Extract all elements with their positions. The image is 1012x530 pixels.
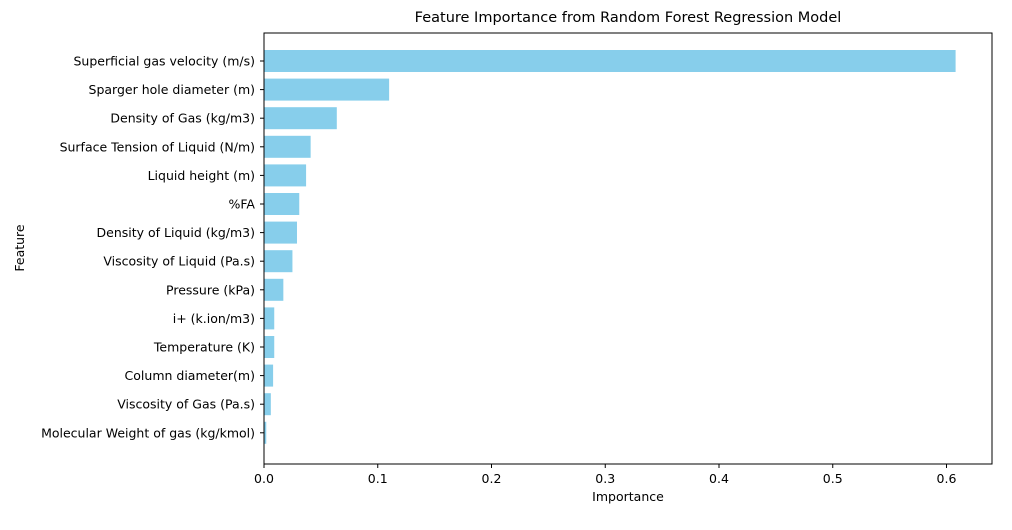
bar [264, 135, 311, 158]
bar [264, 164, 307, 187]
plot-frame [263, 32, 993, 465]
x-tick-label: 0.0 [254, 471, 274, 486]
y-tick-marks [260, 60, 264, 434]
x-tick-labels: 0.0 0.1 0.2 0.3 0.4 0.5 0.6 [254, 471, 956, 486]
chart-title: Feature Importance from Random Forest Re… [415, 10, 842, 26]
x-tick-label: 0.2 [482, 471, 502, 486]
bar [264, 221, 297, 244]
bar [264, 336, 275, 358]
y-tick-label: Column diameter(m) [125, 368, 255, 383]
bar [264, 193, 300, 215]
y-tick-label: Pressure (kPa) [166, 282, 255, 297]
x-axis-title: Importance [592, 489, 664, 504]
bar [264, 278, 284, 301]
y-tick-label: Density of Gas (kg/m3) [110, 111, 255, 126]
x-tick-label: 0.6 [937, 471, 957, 486]
y-tick-label: i+ (k.ion/m3) [173, 311, 255, 326]
y-axis-title: Feature [12, 224, 27, 272]
y-tick-labels: Superficial gas velocity (m/s) Sparger ho… [41, 54, 255, 441]
y-tick-label: Viscosity of Liquid (Pa.s) [103, 254, 255, 269]
bar [264, 78, 390, 101]
bar [264, 364, 274, 387]
y-tick-label: Temperature (K) [153, 340, 255, 355]
bar-group [264, 50, 956, 444]
y-tick-label: %FA [229, 197, 256, 212]
x-tick-label: 0.5 [823, 471, 843, 486]
x-tick-label: 0.3 [595, 471, 615, 486]
y-tick-label: Molecular Weight of gas (kg/kmol) [41, 425, 255, 440]
y-tick-label: Sparger hole diameter (m) [89, 82, 255, 97]
x-tick-marks [263, 464, 947, 468]
y-tick-label: Density of Liquid (kg/m3) [97, 225, 255, 240]
bar [264, 50, 956, 72]
x-tick-label: 0.1 [368, 471, 388, 486]
y-tick-label: Viscosity of Gas (Pa.s) [117, 397, 255, 412]
bar [264, 421, 267, 444]
bar [264, 250, 293, 273]
bar [264, 393, 271, 416]
bar [264, 107, 337, 130]
bar [264, 307, 275, 330]
plot-area [264, 33, 992, 464]
y-tick-label: Superficial gas velocity (m/s) [73, 54, 255, 69]
x-tick-label: 0.4 [709, 471, 729, 486]
y-tick-label: Liquid height (m) [148, 168, 255, 183]
y-tick-label: Surface Tension of Liquid (N/m) [60, 139, 255, 154]
